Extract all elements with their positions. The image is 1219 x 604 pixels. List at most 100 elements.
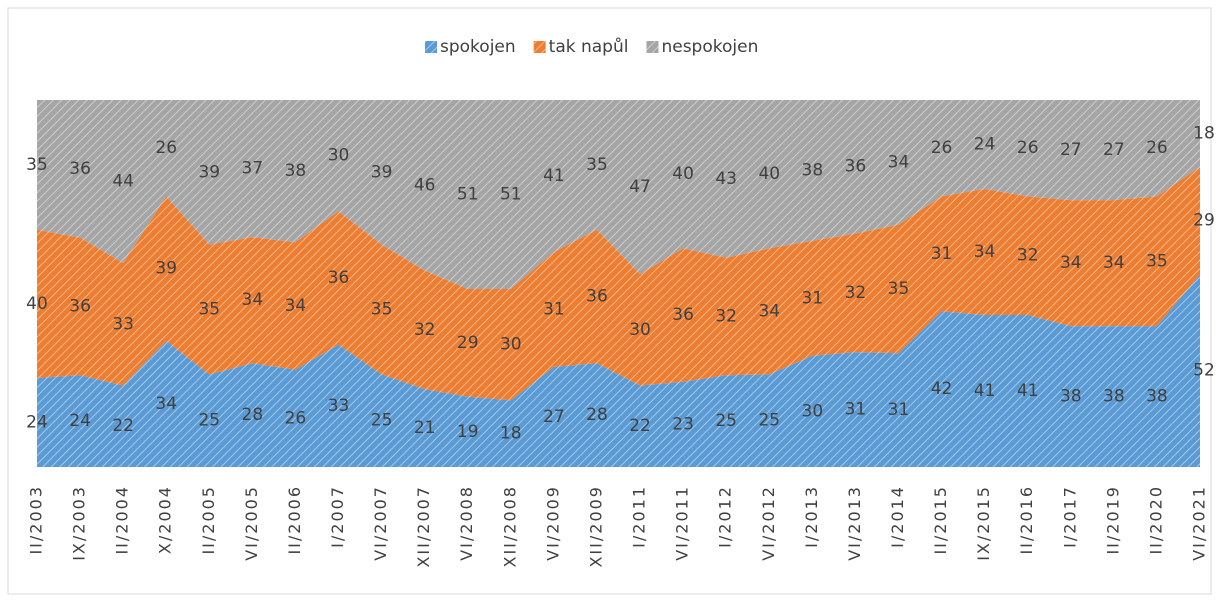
x-tick-label: VI/2021 <box>1190 485 1209 561</box>
data-label: 52 <box>1193 361 1215 381</box>
x-tick-label: X/2004 <box>156 485 175 554</box>
x-tick-label: II/2004 <box>113 485 132 555</box>
data-label: 51 <box>457 185 479 205</box>
data-label: 39 <box>155 259 177 279</box>
data-label: 29 <box>457 333 479 353</box>
x-tick-label: IX/2015 <box>974 485 993 561</box>
data-label: 32 <box>414 320 436 340</box>
data-label: 39 <box>371 162 393 182</box>
data-label: 26 <box>1017 138 1039 158</box>
legend-label: spokojen <box>440 37 516 57</box>
data-label: 25 <box>715 411 737 431</box>
data-label: 27 <box>543 407 565 427</box>
x-tick-label: II/2016 <box>1017 485 1036 555</box>
data-label: 36 <box>69 159 91 179</box>
data-label: 22 <box>112 416 134 436</box>
data-label: 51 <box>500 185 522 205</box>
data-label: 40 <box>672 164 694 184</box>
x-tick-label: VI/2005 <box>242 485 261 561</box>
data-label: 26 <box>1146 138 1168 158</box>
data-label: 29 <box>1193 210 1215 230</box>
data-label: 34 <box>242 290 264 310</box>
x-tick-label: I/2011 <box>630 485 649 548</box>
x-tick-label: XII/2009 <box>586 485 605 568</box>
x-tick-label: IX/2003 <box>70 485 89 561</box>
x-tick-label: I/2012 <box>716 485 735 548</box>
data-label: 36 <box>672 305 694 325</box>
data-label: 28 <box>586 405 608 425</box>
data-label: 24 <box>69 411 91 431</box>
area <box>37 166 1200 401</box>
data-label: 42 <box>931 379 953 399</box>
data-label: 27 <box>1060 140 1082 160</box>
data-label: 46 <box>414 175 436 195</box>
x-tick-label: XII/2008 <box>500 485 519 568</box>
data-label: 36 <box>845 157 867 177</box>
data-label: 18 <box>1193 123 1215 143</box>
data-label: 32 <box>845 283 867 303</box>
x-tick-label: VI/2012 <box>759 485 778 561</box>
x-tick-label: II/2019 <box>1103 485 1122 555</box>
data-label: 34 <box>888 152 910 172</box>
legend-swatch <box>646 41 659 53</box>
data-label: 41 <box>974 381 996 401</box>
data-label: 41 <box>543 166 565 186</box>
data-label: 40 <box>758 164 780 184</box>
data-label: 36 <box>586 286 608 306</box>
data-label: 30 <box>328 146 350 166</box>
data-label: 35 <box>888 279 910 299</box>
data-label: 30 <box>802 401 824 421</box>
legend: spokojen tak napůl nespokojen <box>425 37 758 57</box>
data-label: 43 <box>715 169 737 189</box>
data-label: 34 <box>285 296 307 316</box>
data-label: 25 <box>371 411 393 431</box>
data-label: 24 <box>974 134 996 154</box>
legend-swatch <box>425 41 437 53</box>
data-label: 28 <box>242 405 264 425</box>
data-label: 35 <box>26 155 48 175</box>
data-label: 35 <box>198 299 220 319</box>
data-label: 19 <box>457 422 479 442</box>
data-label: 25 <box>198 411 220 431</box>
data-label: 44 <box>112 172 134 192</box>
x-tick-label: II/2020 <box>1146 485 1165 555</box>
data-label: 41 <box>1017 381 1039 401</box>
data-label: 31 <box>802 288 824 308</box>
data-label: 26 <box>931 138 953 158</box>
x-tick-label: I/2007 <box>328 485 347 548</box>
data-label: 35 <box>586 155 608 175</box>
x-tick-label: I/2013 <box>802 485 821 548</box>
data-label: 27 <box>1103 140 1125 160</box>
x-tick-label: VI/2013 <box>845 485 864 561</box>
data-label: 21 <box>414 418 436 438</box>
data-label: 38 <box>802 160 824 180</box>
data-label: 31 <box>543 299 565 319</box>
data-label: 34 <box>155 394 177 414</box>
data-label: 31 <box>931 244 953 264</box>
data-label: 25 <box>758 411 780 431</box>
legend-label: tak napůl <box>549 37 629 57</box>
x-tick-label: II/2005 <box>199 485 218 555</box>
data-label: 30 <box>629 320 651 340</box>
x-tick-label: VI/2008 <box>457 485 476 561</box>
x-tick-label: I/2017 <box>1060 485 1079 548</box>
data-label: 23 <box>672 414 694 434</box>
data-label: 47 <box>629 177 651 197</box>
legend-swatch <box>533 41 546 53</box>
data-label: 39 <box>198 162 220 182</box>
x-tick-label: VI/2009 <box>543 485 562 561</box>
data-label: 34 <box>758 301 780 321</box>
data-label: 36 <box>69 296 91 316</box>
data-label: 38 <box>1146 387 1168 407</box>
area <box>37 100 1200 290</box>
data-label: 40 <box>26 294 48 314</box>
data-label: 34 <box>1103 253 1125 273</box>
data-label: 18 <box>500 424 522 444</box>
data-label: 26 <box>155 138 177 158</box>
data-label: 38 <box>1103 387 1125 407</box>
x-tick-label: II/2006 <box>285 485 304 555</box>
x-tick-label: II/2003 <box>27 485 46 555</box>
data-label: 33 <box>328 396 350 416</box>
legend-label: nespokojen <box>661 37 758 57</box>
